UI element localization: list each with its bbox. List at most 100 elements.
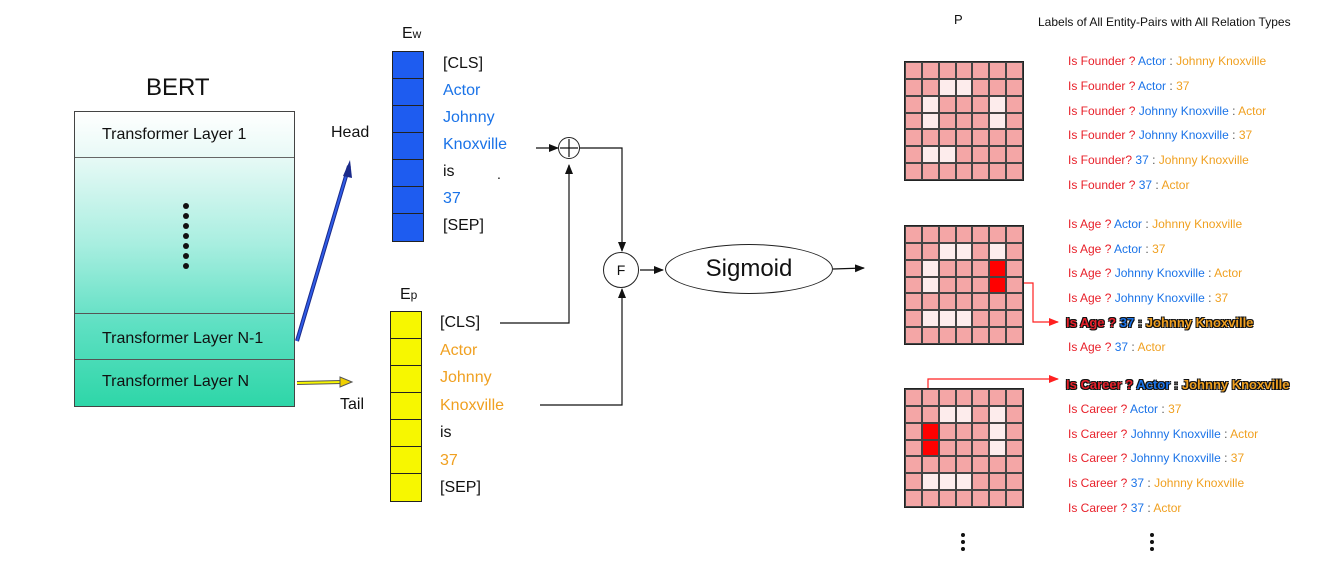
matrix-cell — [989, 422, 1007, 440]
relation-sep: : — [1224, 451, 1228, 466]
relation-tail: 37 — [1152, 241, 1166, 256]
relation-tail: 37 — [1238, 128, 1253, 143]
matrix-cell — [1006, 422, 1023, 440]
matrix-cell — [938, 473, 956, 491]
relation-head: Johnny Knoxville — [1138, 128, 1229, 143]
matrix-cell — [972, 405, 990, 423]
matrix-cell — [1006, 242, 1023, 260]
relation-rel: Is Age ? — [1066, 315, 1117, 331]
relation-tail: Johnny Knoxville — [1145, 315, 1254, 331]
relation-sep: : — [1152, 153, 1156, 168]
matrix-cell — [989, 163, 1007, 180]
matrix-cell — [1006, 293, 1023, 311]
relation-head: Johnny Knoxville — [1114, 266, 1205, 281]
matrix-cell — [1006, 95, 1023, 113]
relation-tail: 37 — [1230, 451, 1245, 466]
relation-label: Is Founder? 37 : Johnny Knoxville — [1068, 153, 1249, 167]
matrix-cell — [972, 389, 990, 406]
matrix-cell — [989, 226, 1007, 243]
relation-tail: Actor — [1161, 178, 1190, 192]
matrix-cell — [905, 242, 922, 260]
matrix-cell — [989, 276, 1007, 294]
matrix-cell — [955, 405, 973, 423]
relation-head: 37 — [1130, 501, 1145, 515]
relation-sep: : — [1145, 241, 1149, 256]
matrix-cell — [905, 226, 922, 243]
matrix-cell — [955, 456, 973, 474]
matrix-cell — [938, 146, 956, 164]
matrix-cell — [989, 293, 1007, 311]
matrix-cell — [905, 163, 922, 180]
relation-sep: : — [1131, 340, 1135, 354]
bert-encoder: Transformer Layer 1 Transformer Layer N-… — [74, 111, 295, 407]
relation-sep: : — [1232, 128, 1236, 143]
matrix-cell — [989, 456, 1007, 474]
matrix-cell — [972, 473, 990, 491]
tail-token: Johnny — [440, 369, 492, 386]
relation-tail: Actor — [1238, 103, 1267, 118]
relation-head: Johnny Knoxville — [1130, 451, 1221, 466]
head-token: 37 — [443, 190, 461, 207]
matrix-cell — [955, 146, 973, 164]
relation-label: Is Founder ? Actor : 37 — [1068, 79, 1189, 93]
matrix-cell — [972, 146, 990, 164]
matrix-cell — [905, 95, 922, 113]
relation-label: Is Founder ? 37 : Actor — [1068, 178, 1189, 192]
matrix-cell — [955, 112, 973, 130]
matrix-cell — [972, 62, 990, 79]
transformer-layer-n: Transformer Layer N — [102, 373, 249, 390]
matrix-cell — [1006, 276, 1023, 294]
relation-label: Is Age ? 37 : Actor — [1068, 340, 1165, 354]
matrix-cell — [955, 226, 973, 243]
matrix-cell — [1006, 439, 1023, 457]
matrix-cell — [955, 259, 973, 277]
bert-title: BERT — [146, 74, 210, 101]
relation-rel: Is Age ? — [1068, 241, 1112, 256]
matrix-cell — [989, 439, 1007, 457]
relation-rel: Is Career ? — [1068, 501, 1128, 515]
matrix-cell — [1006, 490, 1023, 507]
relation-rel: Is Age ? — [1068, 340, 1112, 354]
matrix-cell — [905, 327, 922, 344]
tail-token: Knoxville — [440, 396, 505, 414]
matrix-cell — [921, 163, 939, 180]
relation-sep: : — [1169, 54, 1173, 68]
matrix-cell — [989, 146, 1007, 164]
relation-tail: 37 — [1214, 290, 1229, 305]
tail-token: is — [440, 424, 452, 441]
relation-label: Is Career ? Actor : 37 — [1068, 402, 1181, 416]
relation-sep: : — [1137, 315, 1143, 331]
matrix-cell — [1006, 62, 1023, 79]
matrix-cell — [938, 310, 956, 328]
matrix-cell — [972, 422, 990, 440]
relation-head: Johnny Knoxville — [1130, 426, 1221, 441]
relation-head: 37 — [1135, 153, 1149, 168]
relation-sep: : — [1147, 476, 1151, 491]
matrix-cell — [989, 389, 1007, 406]
matrix-cell — [989, 129, 1007, 147]
matrix-cell — [1006, 405, 1023, 423]
matrix-cell — [972, 242, 990, 260]
matrix-cell — [921, 146, 939, 164]
matrix-cell — [921, 327, 939, 344]
relation-sep: : — [1147, 501, 1151, 515]
matrix-cell — [905, 62, 922, 79]
relation-tail: Actor — [1214, 266, 1243, 281]
matrix-cell — [1006, 389, 1023, 406]
matrix-cell — [972, 439, 990, 457]
matrix-cell — [938, 242, 956, 260]
tail-embedding-column — [390, 311, 422, 502]
head-token: Actor — [443, 82, 481, 99]
matrix-cell — [955, 422, 973, 440]
matrix-cell — [955, 490, 973, 507]
matrix-cell — [955, 310, 973, 328]
layer-ellipsis — [183, 203, 189, 273]
relation-label: Is Age ? Actor : 37 — [1068, 242, 1165, 256]
matrix-cell — [938, 129, 956, 147]
matrix-cell — [1006, 78, 1023, 96]
matrix-cell — [955, 276, 973, 294]
matrix-cell — [905, 389, 922, 406]
matrix-cell — [989, 259, 1007, 277]
relation-label: Is Founder ? Johnny Knoxville : 37 — [1068, 128, 1252, 142]
relation-sep: : — [1169, 78, 1173, 93]
